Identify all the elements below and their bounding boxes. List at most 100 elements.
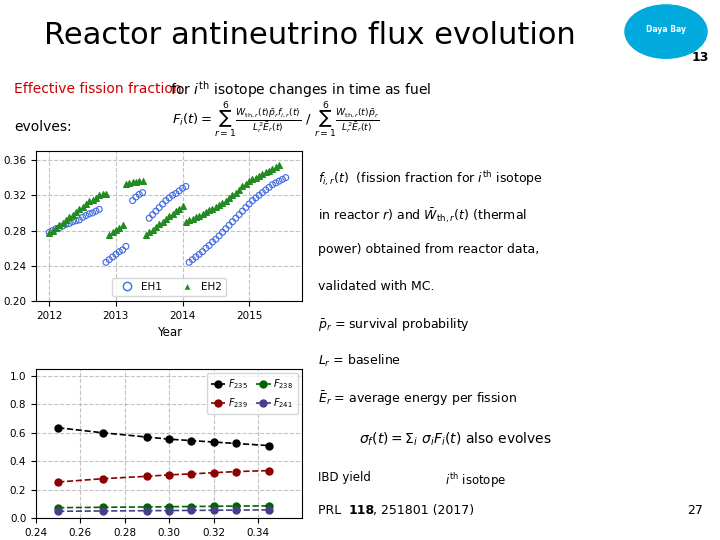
Point [110,225,122,234]
Circle shape [625,5,707,58]
Point [210,235,222,244]
Point [73,215,85,224]
Text: IBD yield: IBD yield [318,471,371,484]
Point [157,218,168,226]
Point [274,177,285,186]
Point [186,255,198,264]
Point [194,250,205,259]
Point [233,211,245,219]
$F_{238}$ [99,504,107,510]
$F_{235}$ [187,437,196,444]
Point [147,225,158,234]
$F_{238}$ [232,503,240,509]
Point [133,177,145,186]
Point [44,229,55,238]
Point [107,253,118,261]
$F_{239}$ [187,471,196,477]
Point [197,210,208,218]
Point [184,258,195,267]
Point [233,186,245,194]
Point [194,211,205,220]
$F_{241}$ [210,507,218,514]
Point [50,224,62,232]
Point [190,213,202,221]
$F_{238}$ [54,504,63,511]
Point [220,196,232,205]
Text: $i^{\mathrm{th}}$ isotope: $i^{\mathrm{th}}$ isotope [445,471,506,490]
Point [190,253,202,261]
Point [57,222,68,231]
Text: in reactor $r$) and $\bar{W}_{\mathrm{th},r}(t)$ (thermal: in reactor $r$) and $\bar{W}_{\mathrm{th… [318,206,527,225]
Text: validated with MC.: validated with MC. [318,280,434,293]
Text: for $i^{\mathrm{th}}$ isotope changes in time as fuel: for $i^{\mathrm{th}}$ isotope changes in… [166,79,431,99]
Text: $L_r$ = baseline: $L_r$ = baseline [318,353,401,369]
Point [227,218,238,226]
$F_{235}$ [265,442,274,449]
Point [120,179,132,188]
Point [150,222,162,231]
Point [270,179,282,187]
Point [80,200,91,208]
Point [270,163,282,171]
Point [137,177,148,186]
Point [153,220,165,229]
$F_{241}$ [187,507,196,514]
Point [90,207,102,215]
Point [143,228,155,237]
Point [217,228,228,237]
Point [174,186,185,195]
Point [53,221,65,230]
Text: $\bar{p}_r$ = survival probability: $\bar{p}_r$ = survival probability [318,316,470,333]
Point [170,189,181,198]
Line: $F_{238}$: $F_{238}$ [55,502,273,511]
Point [63,213,75,221]
Point [153,203,165,212]
Point [150,207,162,215]
$F_{241}$ [232,507,240,514]
Point [104,255,115,264]
Point [117,246,128,254]
Point [260,186,271,194]
Point [230,188,242,197]
$F_{241}$ [143,508,151,514]
Point [220,225,232,233]
Point [71,217,82,225]
Line: $F_{241}$: $F_{241}$ [55,507,273,515]
Text: , 251801 (2017): , 251801 (2017) [373,504,474,517]
Point [243,177,255,186]
Text: 27: 27 [687,504,703,517]
Point [266,165,278,173]
Point [47,226,58,235]
Point [223,221,235,230]
Point [47,226,58,235]
Point [174,204,185,213]
Point [60,215,72,224]
Point [130,178,142,186]
Legend: EH1, EH2: EH1, EH2 [112,278,226,296]
Point [240,203,251,212]
Point [247,196,258,205]
Point [160,196,171,205]
Text: evolves:: evolves: [14,120,72,134]
Point [127,178,138,186]
Point [253,172,265,180]
Point [274,161,285,170]
Point [50,225,62,233]
Point [186,215,198,224]
Point [240,179,251,188]
Point [250,173,261,182]
Point [266,180,278,189]
Point [60,220,72,229]
Text: Reactor antineutrino flux evolution: Reactor antineutrino flux evolution [44,21,575,50]
Point [207,204,218,213]
Legend: $F_{235}$, $F_{239}$, $F_{238}$, $F_{241}$: $F_{235}$, $F_{239}$, $F_{238}$, $F_{241… [207,373,297,414]
$F_{239}$ [265,467,274,474]
$F_{238}$ [210,503,218,510]
Y-axis label: $F_i$: $F_i$ [0,438,4,449]
Point [87,208,99,217]
Point [90,194,102,202]
Point [77,202,89,211]
$F_{238}$ [265,503,274,509]
Point [130,193,142,201]
Point [227,191,238,200]
